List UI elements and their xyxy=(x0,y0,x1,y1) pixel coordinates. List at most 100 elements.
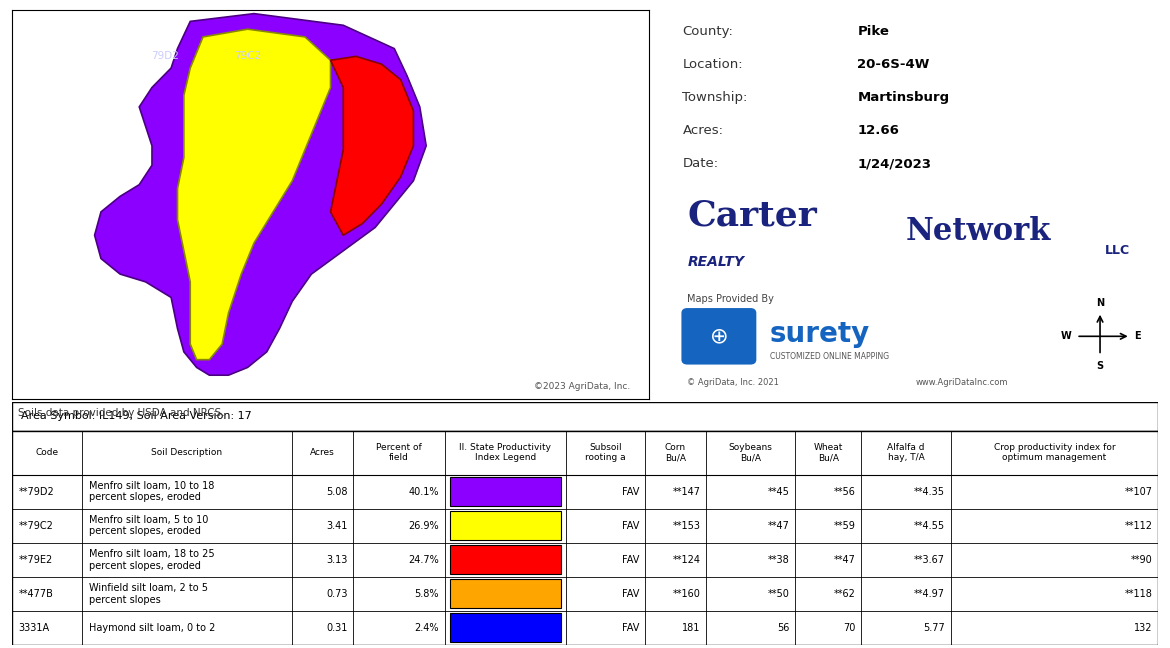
Text: Winfield silt loam, 2 to 5
percent slopes: Winfield silt loam, 2 to 5 percent slope… xyxy=(89,583,207,605)
Text: Menfro silt loam, 10 to 18
percent slopes, eroded: Menfro silt loam, 10 to 18 percent slope… xyxy=(89,481,214,502)
FancyBboxPatch shape xyxy=(682,309,756,364)
Text: **50: **50 xyxy=(768,589,790,599)
Text: **59: **59 xyxy=(834,521,855,531)
Text: Alfalfa d
hay, T/A: Alfalfa d hay, T/A xyxy=(887,443,924,463)
Text: FAV: FAV xyxy=(621,589,639,599)
Text: Il. State Productivity
Index Legend: Il. State Productivity Index Legend xyxy=(460,443,551,463)
Text: Township:: Township: xyxy=(682,91,748,104)
Text: 0.73: 0.73 xyxy=(326,589,347,599)
Text: **90: **90 xyxy=(1131,555,1152,564)
Text: ©2023 AgriData, Inc.: ©2023 AgriData, Inc. xyxy=(534,382,631,391)
Text: Acres: Acres xyxy=(310,448,335,457)
Text: FAV: FAV xyxy=(621,555,639,564)
Text: 5.8%: 5.8% xyxy=(414,589,439,599)
Text: **47: **47 xyxy=(834,555,855,564)
Text: Code: Code xyxy=(35,448,59,457)
Text: N: N xyxy=(1096,297,1104,308)
Text: 0.31: 0.31 xyxy=(326,623,347,632)
Text: 3.13: 3.13 xyxy=(326,555,347,564)
Text: Crop productivity index for
optimum management: Crop productivity index for optimum mana… xyxy=(993,443,1115,463)
Text: **4.35: **4.35 xyxy=(914,487,945,496)
Text: 40.1%: 40.1% xyxy=(408,487,439,496)
Text: 2.4%: 2.4% xyxy=(414,623,439,632)
Text: Maps Provided By: Maps Provided By xyxy=(687,294,775,305)
Text: © AgriData, Inc. 2021: © AgriData, Inc. 2021 xyxy=(687,378,779,387)
Text: 79C2: 79C2 xyxy=(234,51,261,62)
Polygon shape xyxy=(178,29,330,360)
Text: **38: **38 xyxy=(768,555,790,564)
Text: 24.7%: 24.7% xyxy=(408,555,439,564)
Text: **56: **56 xyxy=(834,487,855,496)
Text: LLC: LLC xyxy=(1104,244,1130,257)
Text: ⊕: ⊕ xyxy=(709,327,728,346)
Text: Area Symbol: IL149, Soil Area Version: 17: Area Symbol: IL149, Soil Area Version: 1… xyxy=(21,411,252,421)
Text: www.AgriDataInc.com: www.AgriDataInc.com xyxy=(915,378,1009,387)
Text: **124: **124 xyxy=(673,555,701,564)
Text: REALTY: REALTY xyxy=(687,255,744,270)
Text: **45: **45 xyxy=(768,487,790,496)
Text: CUSTOMIZED ONLINE MAPPING: CUSTOMIZED ONLINE MAPPING xyxy=(770,352,889,361)
Text: 1/24/2023: 1/24/2023 xyxy=(858,157,931,170)
Bar xyxy=(449,579,562,608)
Text: Carter: Carter xyxy=(687,199,817,233)
Text: **4.55: **4.55 xyxy=(914,521,945,531)
Bar xyxy=(12,431,1158,645)
Text: **47: **47 xyxy=(768,521,790,531)
Text: 79D2: 79D2 xyxy=(151,51,179,62)
Text: Date:: Date: xyxy=(682,157,718,170)
Text: **4.97: **4.97 xyxy=(914,589,945,599)
Text: 26.9%: 26.9% xyxy=(408,521,439,531)
Text: surety: surety xyxy=(770,320,870,349)
Text: **147: **147 xyxy=(673,487,701,496)
Text: Percent of
field: Percent of field xyxy=(376,443,422,463)
Text: **62: **62 xyxy=(834,589,855,599)
Text: Soil Description: Soil Description xyxy=(151,448,222,457)
Text: Subsoil
rooting a: Subsoil rooting a xyxy=(585,443,626,463)
Text: Wheat
Bu/A: Wheat Bu/A xyxy=(813,443,844,463)
Text: 70: 70 xyxy=(844,623,855,632)
Text: E: E xyxy=(1134,331,1141,341)
Text: FAV: FAV xyxy=(621,623,639,632)
Text: 132: 132 xyxy=(1134,623,1152,632)
Text: **79E2: **79E2 xyxy=(19,555,53,564)
Text: FAV: FAV xyxy=(621,487,639,496)
Text: S: S xyxy=(1096,361,1103,371)
Text: County:: County: xyxy=(682,25,734,38)
Text: FAV: FAV xyxy=(621,521,639,531)
Text: Acres:: Acres: xyxy=(682,124,723,137)
Text: 20-6S-4W: 20-6S-4W xyxy=(858,58,930,71)
Text: Haymond silt loam, 0 to 2: Haymond silt loam, 0 to 2 xyxy=(89,623,215,632)
Text: 181: 181 xyxy=(682,623,701,632)
Text: W: W xyxy=(1060,331,1072,341)
Text: 3.41: 3.41 xyxy=(326,521,347,531)
Text: 3331A: 3331A xyxy=(19,623,49,632)
Text: **107: **107 xyxy=(1124,487,1152,496)
Bar xyxy=(449,511,562,540)
Bar xyxy=(449,545,562,574)
Text: Location:: Location: xyxy=(682,58,743,71)
Text: **112: **112 xyxy=(1124,521,1152,531)
Text: 56: 56 xyxy=(777,623,790,632)
Polygon shape xyxy=(95,14,426,375)
Text: **79C2: **79C2 xyxy=(19,521,54,531)
Polygon shape xyxy=(330,56,413,235)
Text: **160: **160 xyxy=(673,589,701,599)
Text: 12.66: 12.66 xyxy=(858,124,899,137)
Text: Menfro silt loam, 18 to 25
percent slopes, eroded: Menfro silt loam, 18 to 25 percent slope… xyxy=(89,549,214,570)
Text: 5.77: 5.77 xyxy=(923,623,945,632)
Text: Soils data provided by USDA and NRCS.: Soils data provided by USDA and NRCS. xyxy=(18,408,225,418)
Text: **3.67: **3.67 xyxy=(914,555,945,564)
Text: Corn
Bu/A: Corn Bu/A xyxy=(665,443,686,463)
Bar xyxy=(12,402,1158,431)
Text: Martinsburg: Martinsburg xyxy=(858,91,949,104)
Text: **79D2: **79D2 xyxy=(19,487,54,496)
Bar xyxy=(449,613,562,642)
Text: Pike: Pike xyxy=(858,25,889,38)
Text: Menfro silt loam, 5 to 10
percent slopes, eroded: Menfro silt loam, 5 to 10 percent slopes… xyxy=(89,515,208,537)
Text: 5.08: 5.08 xyxy=(326,487,347,496)
Text: **118: **118 xyxy=(1124,589,1152,599)
Text: Soybeans
Bu/A: Soybeans Bu/A xyxy=(729,443,772,463)
Text: Network: Network xyxy=(906,216,1051,247)
Text: **153: **153 xyxy=(673,521,701,531)
Text: **477B: **477B xyxy=(19,589,54,599)
